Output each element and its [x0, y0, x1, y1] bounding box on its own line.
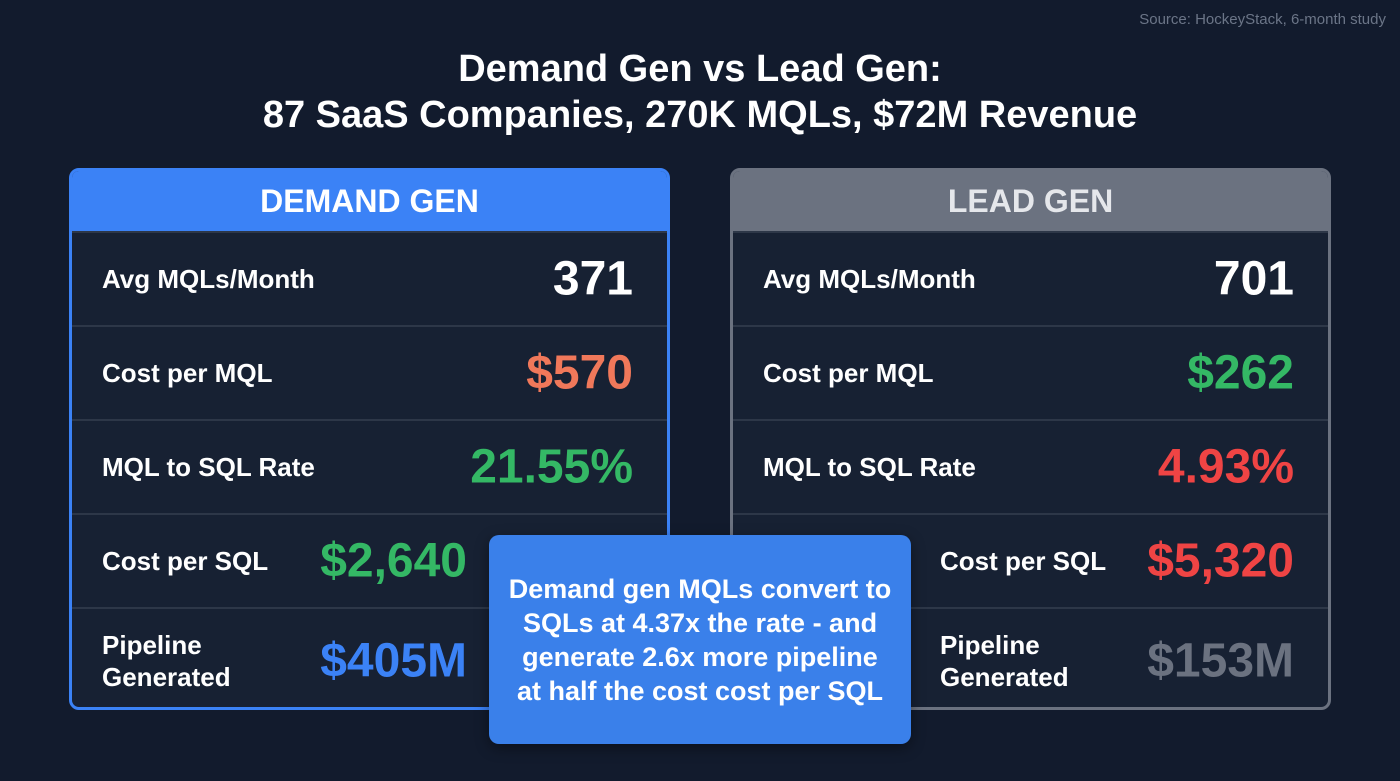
metric-label: Cost per SQL [940, 546, 1107, 576]
demand-gen-card: DEMAND GEN Avg MQLs/Month 371 Cost per MQ… [69, 168, 670, 710]
metric-row: Cost per SQL $2,640 [72, 513, 667, 607]
metric-row: Pipeline Generated $153M [733, 607, 1328, 707]
metric-row: Cost per MQL $570 [72, 325, 667, 419]
metric-value: 701 [1213, 252, 1294, 306]
title-line-2: 87 SaaS Companies, 270K MQLs, $72M Reven… [262, 94, 1138, 136]
title-line-1: Demand Gen vs Lead Gen: [458, 48, 942, 90]
metric-label: Cost per MQL [102, 358, 273, 388]
metric-value: 4.93% [1157, 440, 1294, 494]
metric-row: Pipeline Generated $405M [72, 607, 667, 707]
card-header: DEMAND GEN [72, 171, 667, 231]
metric-value: 21.55% [470, 440, 633, 494]
metric-value: 371 [552, 252, 633, 306]
metric-row: Avg MQLs/Month 371 [72, 231, 667, 325]
metric-label: MQL to SQL Rate [102, 452, 315, 482]
metric-label: Avg MQLs/Month [763, 264, 976, 294]
metric-row: Cost per MQL $262 [733, 325, 1328, 419]
metric-value: $570 [526, 346, 633, 400]
metric-label: Pipeline Generated [940, 630, 1069, 692]
metric-row: MQL to SQL Rate 21.55% [72, 419, 667, 513]
insight-callout: Demand gen MQLs convert to SQLs at 4.37x… [489, 535, 911, 744]
metric-row: Avg MQLs/Month 701 [733, 231, 1328, 325]
metric-value: $5,320 [1147, 534, 1294, 588]
metric-value: $2,640 [320, 534, 467, 588]
metric-label: Avg MQLs/Month [102, 264, 315, 294]
source-note: Source: HockeyStack, 6-month study [1139, 11, 1386, 28]
metric-value: $153M [1147, 634, 1294, 688]
metric-row: Cost per SQL $5,320 [733, 513, 1328, 607]
metric-value: $405M [320, 634, 467, 688]
metric-row: MQL to SQL Rate 4.93% [733, 419, 1328, 513]
metric-label: Cost per MQL [763, 358, 934, 388]
card-header: LEAD GEN [733, 171, 1328, 231]
metric-label: Pipeline Generated [102, 630, 231, 692]
metric-label: Cost per SQL [102, 546, 269, 576]
metric-label: MQL to SQL Rate [763, 452, 976, 482]
metric-value: $262 [1187, 346, 1294, 400]
page-title: Demand Gen vs Lead Gen: 87 SaaS Companie… [0, 46, 1400, 138]
